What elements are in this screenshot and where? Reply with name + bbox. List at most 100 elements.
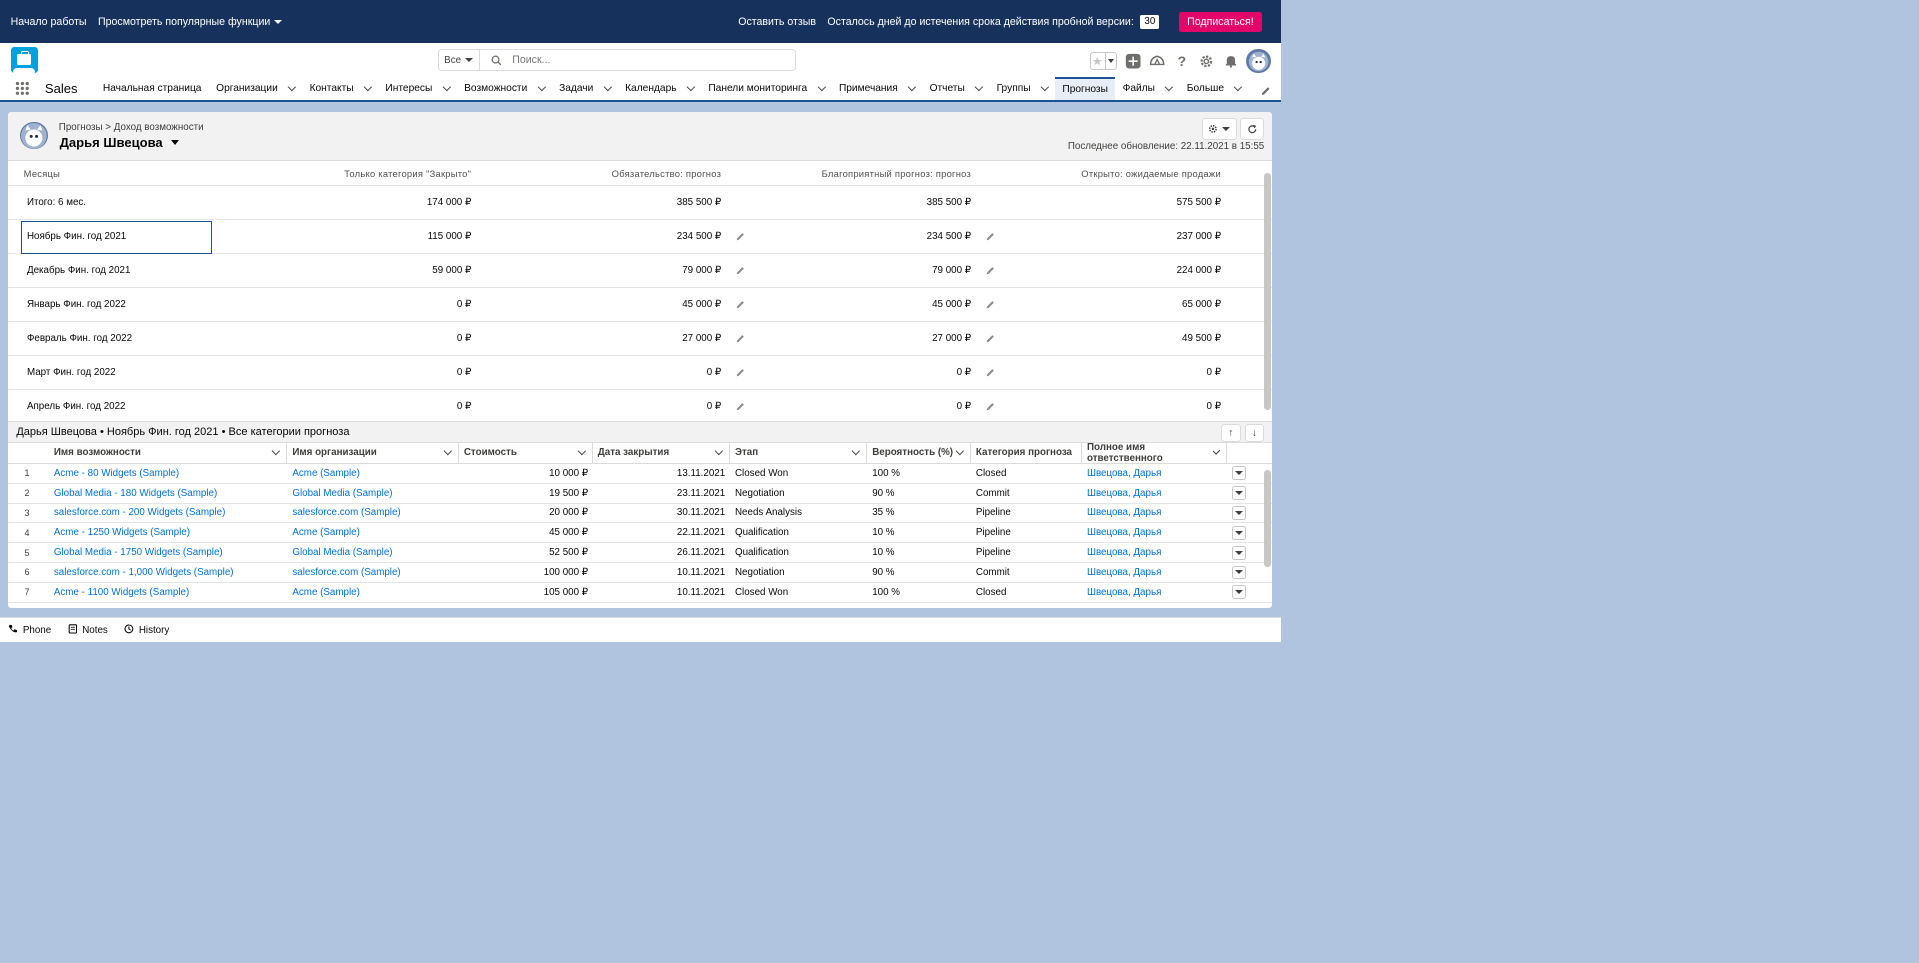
edit-pencil-icon[interactable]	[986, 232, 995, 244]
open-cell[interactable]: 575 500 ₽	[971, 197, 1221, 208]
forecast-row[interactable]: Декабрь Фин. год 2021 59 000 ₽ 79 000 ₽ 79 …	[8, 254, 1273, 289]
open-cell[interactable]: 237 000 ₽	[971, 231, 1221, 242]
add-icon[interactable]	[1124, 52, 1142, 70]
tab-7[interactable]: Панели мониторинга	[701, 77, 832, 100]
chevron-down-icon[interactable]	[577, 447, 586, 456]
forecast-owner-selector[interactable]: Дарья Швецова	[60, 135, 179, 150]
account-name-link[interactable]: Acme (Sample)	[292, 467, 360, 479]
chevron-down-icon[interactable]	[603, 82, 612, 91]
trailhead-icon[interactable]	[1148, 52, 1166, 70]
chevron-down-icon[interactable]	[955, 447, 964, 456]
row-actions-button[interactable]	[1232, 545, 1247, 560]
owner-link[interactable]: Швецова, Дарья	[1086, 547, 1162, 559]
user-avatar[interactable]	[1246, 48, 1271, 74]
chevron-down-icon[interactable]	[817, 82, 826, 91]
edit-pencil-icon[interactable]	[736, 334, 745, 346]
open-cell[interactable]: 224 000 ₽	[971, 265, 1221, 276]
utility-item-notes[interactable]: Notes	[68, 624, 108, 637]
get-started-link[interactable]: Начало работы	[10, 15, 87, 28]
row-actions-button[interactable]	[1232, 466, 1247, 481]
chevron-down-icon[interactable]	[1040, 82, 1049, 91]
tab-12[interactable]: Файлы	[1115, 77, 1179, 100]
best-cell[interactable]: 45 000 ₽	[721, 299, 994, 310]
tab-9[interactable]: Отчеты	[922, 77, 989, 100]
best-cell[interactable]: 0 ₽	[721, 401, 994, 412]
settings-menu-button[interactable]	[1201, 117, 1237, 141]
arrow-up-icon[interactable]: ↑	[1220, 424, 1241, 442]
column-header-account-name[interactable]: Имя организации	[287, 442, 459, 463]
opportunity-name-link[interactable]: Acme - 1250 Widgets (Sample)	[53, 527, 190, 539]
account-name-link[interactable]: Global Media (Sample)	[292, 547, 393, 559]
column-header-amount[interactable]: Стоимость	[459, 442, 593, 463]
chevron-down-icon[interactable]	[686, 82, 695, 91]
month-cell[interactable]: Итого: 6 мес.	[26, 197, 87, 209]
commit-cell[interactable]: 0 ₽	[471, 367, 744, 378]
forecast-table-scrollbar[interactable]	[1264, 173, 1271, 410]
edit-pencil-icon[interactable]	[986, 368, 995, 380]
tab-13[interactable]: Больше	[1179, 77, 1248, 100]
owner-link[interactable]: Швецова, Дарья	[1086, 566, 1162, 578]
chevron-down-icon[interactable]	[1165, 82, 1174, 91]
owner-link[interactable]: Швецова, Дарья	[1086, 487, 1162, 499]
open-cell[interactable]: 0 ₽	[971, 401, 1221, 412]
open-cell[interactable]: 65 000 ₽	[971, 299, 1221, 310]
tab-6[interactable]: Календарь	[618, 77, 701, 100]
edit-pencil-icon[interactable]	[736, 368, 745, 380]
column-header-close-date[interactable]: Дата закрытия	[593, 442, 731, 463]
chevron-down-icon[interactable]	[1234, 82, 1243, 91]
commit-cell[interactable]: 79 000 ₽	[471, 265, 744, 276]
subscribe-button[interactable]: Подписаться!	[1178, 11, 1262, 32]
tab-2[interactable]: Контакты	[302, 77, 378, 100]
account-name-link[interactable]: Acme (Sample)	[292, 586, 360, 598]
best-cell[interactable]: 385 500 ₽	[721, 197, 971, 208]
column-header-opportunity-name[interactable]: Имя возможности	[49, 442, 288, 463]
month-cell[interactable]: Февраль Фин. год 2022	[26, 333, 133, 345]
row-actions-button[interactable]	[1232, 585, 1247, 600]
chevron-down-icon[interactable]	[714, 447, 723, 456]
best-cell[interactable]: 234 500 ₽	[721, 231, 994, 242]
forecast-row[interactable]: Февраль Фин. год 2022 0 ₽ 27 000 ₽ 27 000 ₽…	[8, 322, 1273, 357]
open-cell[interactable]: 0 ₽	[971, 367, 1221, 378]
edit-pencil-icon[interactable]	[986, 334, 995, 346]
utility-item-phone[interactable]: Phone	[8, 624, 51, 637]
refresh-button[interactable]	[1240, 117, 1265, 141]
open-cell[interactable]: 49 500 ₽	[971, 333, 1221, 344]
feedback-link[interactable]: Оставить отзыв	[738, 15, 816, 28]
commit-cell[interactable]: 27 000 ₽	[471, 333, 744, 344]
owner-link[interactable]: Швецова, Дарья	[1086, 527, 1162, 539]
commit-cell[interactable]: 45 000 ₽	[471, 299, 744, 310]
chevron-down-icon[interactable]	[908, 82, 917, 91]
forecast-row[interactable]: Март Фин. год 2022 0 ₽ 0 ₽ 0 ₽ 0 ₽	[8, 356, 1273, 391]
edit-pencil-icon[interactable]	[736, 232, 745, 244]
opportunity-name-link[interactable]: salesforce.com - 1,000 Widgets (Sample)	[53, 566, 234, 578]
account-name-link[interactable]: Acme (Sample)	[292, 527, 360, 539]
tab-10[interactable]: Группы	[989, 77, 1055, 100]
tab-8[interactable]: Примечания	[832, 77, 923, 100]
month-cell[interactable]: Январь Фин. год 2022	[26, 299, 126, 311]
month-cell[interactable]: Апрель Фин. год 2022	[26, 401, 126, 413]
app-launcher-icon[interactable]	[0, 77, 45, 100]
commit-cell[interactable]: 234 500 ₽	[471, 231, 744, 242]
notifications-bell-icon[interactable]	[1222, 52, 1240, 70]
commit-cell[interactable]: 385 500 ₽	[471, 197, 721, 208]
best-cell[interactable]: 79 000 ₽	[721, 265, 994, 276]
setup-gear-icon[interactable]	[1197, 52, 1215, 70]
search-input[interactable]	[512, 54, 758, 66]
month-cell[interactable]: Март Фин. год 2022	[26, 367, 116, 379]
opportunity-grid-scrollbar[interactable]	[1264, 470, 1271, 567]
edit-pencil-icon[interactable]	[736, 266, 745, 278]
owner-link[interactable]: Швецова, Дарья	[1086, 586, 1162, 598]
chevron-down-icon[interactable]	[443, 447, 452, 456]
commit-cell[interactable]: 0 ₽	[471, 401, 744, 412]
edit-pencil-icon[interactable]	[736, 402, 745, 414]
tab-0[interactable]: Начальная страница	[96, 77, 209, 100]
column-header-forecast-category[interactable]: Категория прогноза	[971, 442, 1083, 463]
edit-pencil-icon[interactable]	[986, 300, 995, 312]
chevron-down-icon[interactable]	[1106, 53, 1117, 69]
opportunity-name-link[interactable]: Acme - 80 Widgets (Sample)	[53, 467, 180, 479]
star-icon[interactable]	[1091, 53, 1106, 70]
chevron-down-icon[interactable]	[442, 82, 451, 91]
org-logo[interactable]	[10, 46, 38, 76]
month-cell[interactable]: Ноябрь Фин. год 2021	[26, 231, 127, 243]
row-actions-button[interactable]	[1232, 506, 1247, 520]
